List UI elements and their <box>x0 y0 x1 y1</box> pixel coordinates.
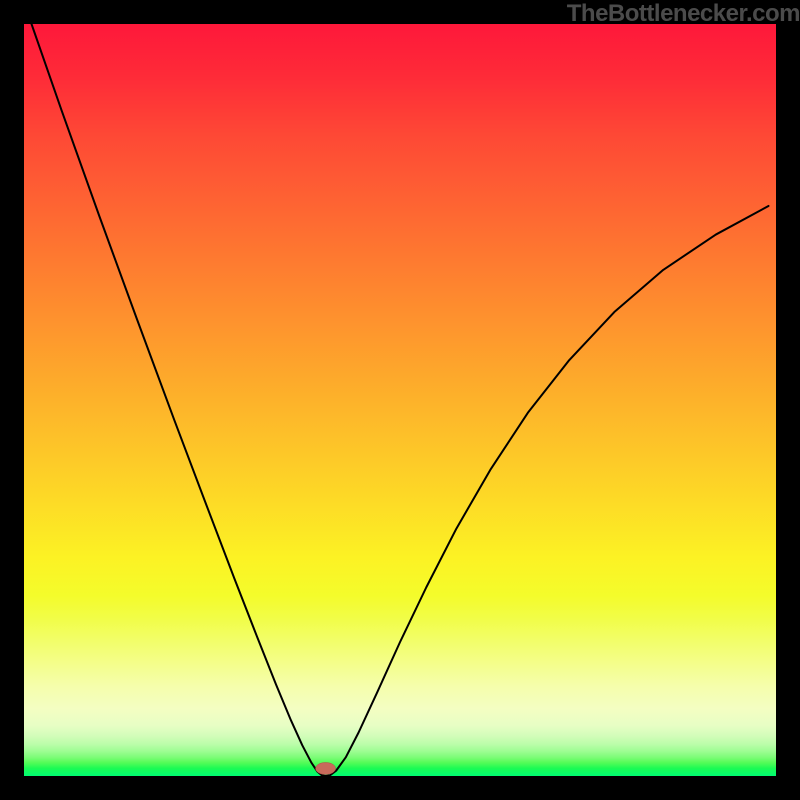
plot-background-gradient <box>24 24 776 776</box>
watermark-text: TheBottlenecker.com <box>567 0 800 28</box>
chart-frame: TheBottlenecker.com <box>0 0 800 800</box>
bottleneck-chart <box>0 0 800 800</box>
minimum-marker <box>316 762 336 774</box>
